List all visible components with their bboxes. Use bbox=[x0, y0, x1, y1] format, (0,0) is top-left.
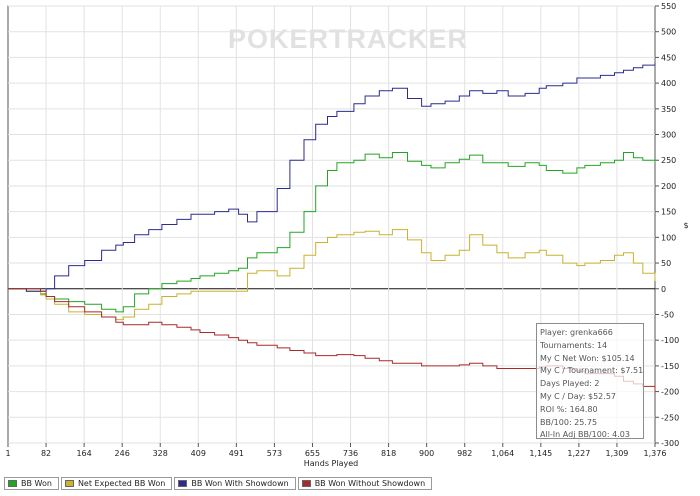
stat-net-won: My C Net Won: $105.14 bbox=[540, 353, 635, 363]
legend-swatch bbox=[178, 480, 188, 487]
stat-tournaments: Tournaments: 14 bbox=[540, 340, 608, 350]
x-tick-label: 1,309 bbox=[605, 449, 628, 458]
legend-item-without-showdown[interactable]: BB Won Without Showdown bbox=[297, 477, 433, 490]
x-axis: 1 82 164 246 328 409 491 573 655 736 818 900 982 1,06… bbox=[5, 443, 666, 458]
legend-label: BB Won Without Showdown bbox=[314, 479, 426, 488]
x-tick-label: 655 bbox=[305, 449, 320, 458]
legend-swatch bbox=[64, 480, 74, 487]
legend-label: BB Won bbox=[21, 479, 52, 488]
stat-player: Player: grenka666 bbox=[540, 328, 613, 337]
series-line-1 bbox=[8, 229, 656, 321]
series-line-0 bbox=[8, 152, 656, 313]
stat-per-day: My C / Day: $52.57 bbox=[540, 391, 616, 401]
y-tick-label: 350 bbox=[661, 105, 676, 114]
y-tick-label: 100 bbox=[661, 233, 676, 242]
series-line-2 bbox=[8, 62, 656, 292]
legend-item-with-showdown[interactable]: BB Won With Showdown bbox=[174, 477, 296, 490]
y-tick-label: -150 bbox=[661, 362, 679, 371]
x-tick-label: 1,227 bbox=[567, 449, 590, 458]
y-tick-label: 150 bbox=[661, 208, 676, 217]
watermark: POKERTRACKER bbox=[228, 24, 468, 54]
legend-label: BB Won With Showdown bbox=[191, 479, 289, 488]
stats-panel: Player: grenka666 Tournaments: 14 My C N… bbox=[536, 323, 644, 439]
legend-item-net-expected[interactable]: Net Expected BB Won bbox=[60, 477, 173, 490]
y-tick-label: 50 bbox=[661, 259, 671, 268]
y-tick-label: -200 bbox=[661, 388, 679, 397]
x-tick-label: 1 bbox=[5, 449, 10, 458]
stat-per-tournament: My C / Tournament: $7.51 bbox=[540, 366, 644, 376]
legend-label: Net Expected BB Won bbox=[77, 479, 166, 488]
stat-roi: ROI %: 164.80 bbox=[540, 404, 598, 414]
y-tick-label: 400 bbox=[661, 79, 676, 88]
y-tick-label: 500 bbox=[661, 28, 676, 37]
y-tick-label: -300 bbox=[661, 439, 679, 448]
y-tick-label: 0 bbox=[661, 285, 666, 294]
x-tick-label: 164 bbox=[76, 449, 91, 458]
y-tick-label: -100 bbox=[661, 336, 679, 345]
x-tick-label: 246 bbox=[115, 449, 130, 458]
x-tick-label: 491 bbox=[229, 449, 244, 458]
x-tick-label: 573 bbox=[267, 449, 282, 458]
y-tick-label: 300 bbox=[661, 131, 676, 140]
line-chart: POKERTRACKER 1 82 164 246 328 409 491 573 655 736… bbox=[5, 2, 688, 468]
y-tick-label: 200 bbox=[661, 182, 676, 191]
x-tick-label: 328 bbox=[153, 449, 168, 458]
stat-days-played: Days Played: 2 bbox=[540, 379, 600, 389]
legend: BB Won Net Expected BB Won BB Won With S… bbox=[4, 477, 434, 491]
grid bbox=[7, 5, 656, 444]
y-axis-label: $ bbox=[683, 221, 688, 230]
x-tick-label: 82 bbox=[41, 449, 51, 458]
legend-swatch bbox=[8, 480, 17, 487]
y-tick-label: 250 bbox=[661, 156, 676, 165]
x-tick-label: 1,376 bbox=[644, 449, 667, 458]
x-tick-label: 1,145 bbox=[529, 449, 552, 458]
y-tick-label: -250 bbox=[661, 413, 679, 422]
x-tick-label: 1,064 bbox=[491, 449, 514, 458]
legend-swatch bbox=[301, 480, 311, 487]
x-tick-label: 982 bbox=[457, 449, 472, 458]
x-tick-label: 818 bbox=[381, 449, 396, 458]
y-tick-label: 450 bbox=[661, 53, 676, 62]
stat-bb100: BB/100: 25.75 bbox=[540, 417, 598, 427]
y-tick-label: 550 bbox=[661, 2, 676, 11]
x-tick-label: 900 bbox=[419, 449, 434, 458]
x-tick-label: 736 bbox=[343, 449, 358, 458]
y-tick-label: -50 bbox=[661, 310, 674, 319]
y-axis: -300 -250 -200 -150 -100 -50 0 50 100 150 200 250 30… bbox=[655, 2, 679, 448]
x-tick-label: 409 bbox=[191, 449, 206, 458]
stat-allin-bb100: All-In Adj BB/100: 4.03 bbox=[540, 430, 630, 440]
x-axis-label: Hands Played bbox=[304, 459, 358, 468]
legend-item-bb-won[interactable]: BB Won bbox=[4, 477, 59, 490]
